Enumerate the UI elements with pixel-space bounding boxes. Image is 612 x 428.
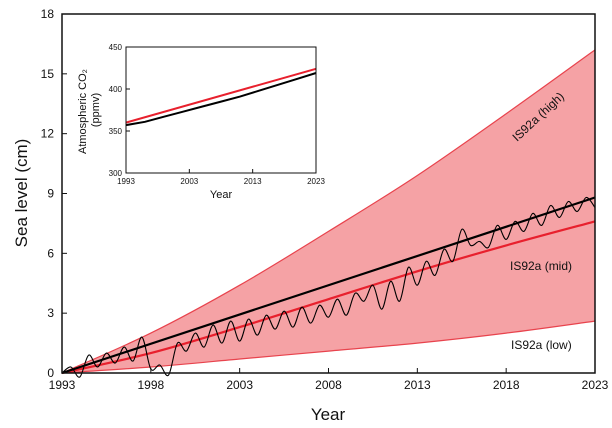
- inset-y-ticks: 300 350 400 450: [109, 43, 130, 178]
- main-y-tick-label: 3: [47, 306, 54, 320]
- main-x-tick-label: 2003: [226, 378, 253, 392]
- main-x-tick-label: 2018: [493, 378, 520, 392]
- inset-y-axis-title: Atmospheric CO₂ (ppmv): [77, 66, 102, 154]
- main-y-tick-label: 15: [41, 67, 55, 81]
- inset-x-tick-label: 2003: [180, 177, 198, 186]
- inset-y-tick-label: 300: [109, 169, 123, 178]
- main-y-tick-label: 0: [47, 366, 54, 380]
- observed-trend-line: [61, 196, 596, 375]
- inset-x-tick-label: 2013: [244, 177, 262, 186]
- projection-mid-line: [61, 220, 596, 375]
- inset-series: [125, 67, 317, 127]
- inset-x-ticks: 1993 2003 2013 2023: [117, 169, 325, 186]
- main-x-tick-label: 2023: [582, 378, 609, 392]
- main-x-tick-label: 2008: [315, 378, 342, 392]
- main-x-tick-label: 1993: [49, 378, 76, 392]
- inset-x-tick-label: 1993: [117, 177, 135, 186]
- projection-band: [62, 49, 595, 374]
- inset-y-tick-label: 400: [109, 85, 123, 94]
- main-x-tick-label: 2013: [404, 378, 431, 392]
- main-x-axis-title: Year: [311, 405, 346, 424]
- inset-plot: 1993 2003 2013 2023 300 350 400 450 Year Atmos…: [70, 20, 325, 201]
- main-y-axis-title: Sea level (cm): [12, 139, 31, 248]
- inset-x-tick-label: 2023: [307, 177, 325, 186]
- main-y-ticks: 0 3 6 9 12 15 18: [41, 7, 67, 380]
- projection-low-line: [61, 320, 596, 374]
- inset-projected-co2-line: [125, 67, 317, 124]
- main-y-tick-label: 18: [41, 7, 55, 21]
- inset-plot-frame: [125, 46, 317, 174]
- main-y-tick-label: 9: [47, 187, 54, 201]
- projection-high-line: [61, 49, 596, 374]
- inset-observed-co2-line: [125, 72, 317, 127]
- main-x-tick-label: 1998: [137, 378, 164, 392]
- inset-x-axis-title: Year: [210, 189, 233, 201]
- inset-background: [70, 20, 316, 192]
- inset-y-axis-title-line2: (ppmv): [90, 93, 102, 127]
- main-y-tick-label: 6: [47, 246, 54, 260]
- inset-y-tick-label: 350: [109, 127, 123, 136]
- main-y-tick-label: 12: [41, 127, 55, 141]
- annotation-low: IS92a (low): [511, 338, 572, 352]
- annotation-mid: IS92a (mid): [510, 259, 572, 273]
- inset-y-tick-label: 450: [109, 43, 123, 52]
- inset-y-axis-title-line1: Atmospheric CO₂: [77, 69, 89, 154]
- main-x-ticks: 1993 1998 2003 2008 2013 2018 2023: [49, 368, 609, 392]
